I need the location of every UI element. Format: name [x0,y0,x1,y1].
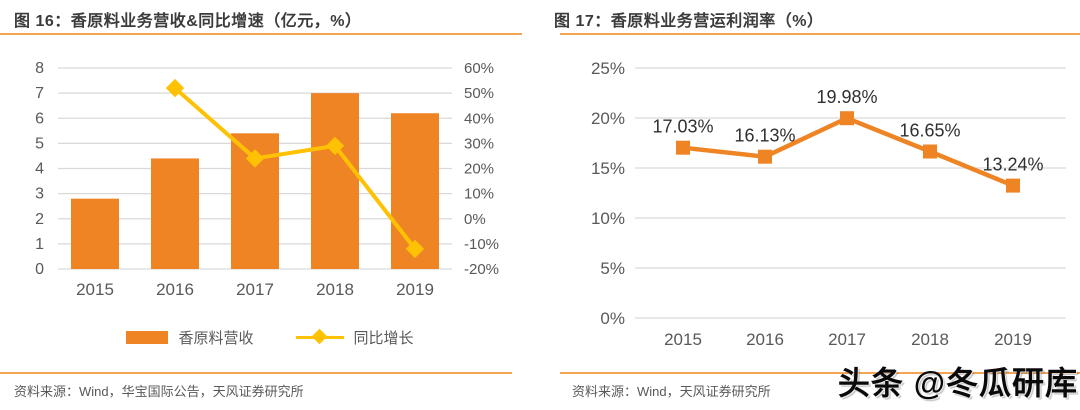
data-label-2015: 17.03% [652,117,713,137]
margin-square-marker-2016 [758,149,772,164]
left-axis-tick: 0 [35,261,44,278]
growth-line [173,86,417,251]
right-axis-tick: -10% [464,236,499,253]
chart16-bar-line-chart: 0 1 2 3 4 5 6 7 8 -20% -10% 0% 10% 20% 30% 40% 50% 60% 201… [35,60,499,299]
growth-diamond-marker [245,149,265,168]
left-axis-tick: 5 [35,135,44,152]
x-axis-label-2017: 2017 [828,330,866,349]
data-label-2016: 16.13% [734,126,795,146]
legend-label-growth: 同比增长 [353,329,414,347]
right-axis-tick: -20% [464,261,499,278]
left-axis-tick: 2 [35,211,44,228]
revenue-bar-2016 [151,158,199,269]
x-axis-label-2019: 2019 [994,330,1032,349]
margin-square-marker-2015 [676,140,690,155]
y-axis-tick: 25% [591,59,625,78]
right-axis-tick: 10% [464,186,494,203]
chart16-source: 资料来源：Wind，华宝国际公告，天风证券研究所 [14,384,304,399]
data-label-2017: 19.98% [816,87,877,107]
legend-label-revenue: 香原料营收 [178,329,254,347]
chart17-line-chart: 25% 20% 15% 10% 5% 0% 17.03% 16.13% 19.98% 16.65%… [591,59,1066,349]
y-axis-tick: 15% [591,159,625,178]
chart17-title: 图 17：香原料业务营运利润率（%） [554,13,824,30]
panel-chart17: 图 17：香原料业务营运利润率（%） 25% 20% 15% 10% 5% 0% 17.03… [540,0,1080,410]
left-axis-tick: 7 [35,85,44,102]
left-axis-tick: 6 [35,110,44,127]
chart17-footer-rule [560,372,1080,374]
growth-diamond-marker [405,239,425,259]
chart16-title: 图 16：香原料业务营收&同比增速（亿元，%） [14,13,362,30]
y-axis-tick: 10% [591,209,625,228]
chart17-title-rule [560,33,1080,35]
x-axis-label-2017: 2017 [236,280,274,299]
right-axis-tick: 30% [464,135,494,152]
x-axis-label-2018: 2018 [316,280,354,299]
panel-chart16: 图 16：香原料业务营收&同比增速（亿元，%） 0 1 2 3 4 5 6 7 8 -20% -10… [0,13,540,399]
left-axis-tick: 3 [35,186,44,203]
x-axis-label-2015: 2015 [664,330,702,349]
x-axis-label-2019: 2019 [396,280,434,299]
x-axis-label-2016: 2016 [156,280,194,299]
right-axis-tick: 0% [464,211,486,228]
data-label-2019: 13.24% [982,155,1043,175]
right-axis-tick: 60% [464,60,494,77]
margin-line [682,115,1014,188]
y-axis-tick: 20% [591,109,625,128]
x-axis-label-2018: 2018 [911,330,949,349]
revenue-bar-2018 [311,93,359,269]
legend-item-revenue: 香原料营收 [126,327,254,348]
left-axis-tick: 1 [35,236,44,253]
right-axis-tick: 20% [464,161,494,178]
right-axis-tick: 40% [464,110,494,127]
chart17-source: 资料来源：Wind，天风证券研究所 [572,384,771,399]
bar-swatch-icon [126,330,169,344]
x-axis-label-2016: 2016 [746,330,784,349]
right-axis-tick: 50% [464,85,494,102]
growth-diamond-marker [325,136,345,156]
margin-square-marker-2018 [923,144,937,159]
y-axis-tick: 0% [600,309,625,328]
data-label-2018: 16.65% [899,121,960,141]
x-axis-label-2015: 2015 [76,280,114,299]
chart16-legend: 香原料营收 同比增长 [0,322,540,352]
margin-square-marker-2019 [1006,178,1020,193]
margin-square-marker-2017 [840,111,854,126]
left-axis-tick: 4 [35,161,44,178]
y-axis-tick: 5% [600,259,625,278]
growth-diamond-marker [165,78,185,98]
chart16-title-rule [0,33,522,35]
revenue-bar-2015 [71,198,119,269]
toutiao-watermark: 头条 @冬瓜研库 [837,365,1078,401]
legend-item-growth: 同比增长 [295,327,414,348]
left-axis-tick: 8 [35,60,44,77]
line-diamond-swatch-icon [295,328,344,345]
chart16-footer-rule [0,372,512,374]
